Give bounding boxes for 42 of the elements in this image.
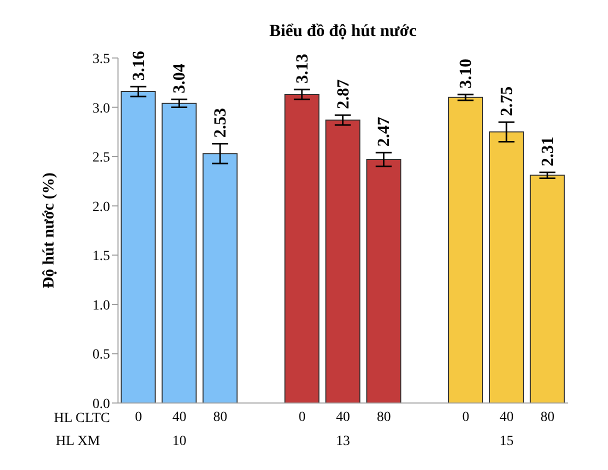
y-tick-label: 2.5 (92, 150, 110, 166)
x-tick-label: 40 (172, 410, 186, 425)
y-tick-label: 3.0 (92, 101, 110, 116)
x-tick-label: 80 (540, 410, 555, 425)
text: 13 (336, 434, 350, 449)
x-tick-label: 80 (213, 410, 228, 425)
bar (162, 102, 197, 403)
chart-title: Biểu đồ độ hút nước (269, 21, 418, 40)
y-tick-label: 0.0 (92, 396, 110, 412)
x-tick-label: 0 (462, 410, 470, 425)
x-tick-label: 80 (376, 410, 391, 425)
text: 15 (500, 434, 514, 449)
bar (488, 131, 524, 403)
data-label: 3.13 (292, 54, 312, 84)
y-tick-label: 1.0 (92, 298, 110, 314)
data-label: 3.10 (456, 58, 476, 88)
data-label: 2.75 (496, 86, 516, 116)
bar (448, 96, 484, 403)
y-axis-title: Độ hút nước (%) (40, 172, 58, 288)
text: HL XM (56, 434, 101, 449)
data-label: 2.53 (210, 108, 230, 138)
x-tick-label: 40 (500, 410, 514, 425)
data-label: 2.31 (538, 136, 557, 166)
y-tick-label: 3.5 (92, 52, 110, 67)
bar (284, 94, 320, 403)
bar (325, 120, 360, 403)
data-label: 2.87 (333, 78, 352, 110)
x-tick-label: 0 (298, 410, 306, 425)
x-tick-label: 0 (134, 410, 142, 425)
y-tick-label: 0.5 (92, 348, 110, 363)
bar (202, 153, 238, 403)
bar (366, 159, 402, 403)
x-tick-label: 40 (336, 410, 350, 425)
data-label: 3.04 (170, 63, 189, 94)
bar (120, 91, 156, 403)
y-tick-label: 2.0 (92, 200, 110, 215)
text: HL CLTC (54, 411, 110, 426)
y-tick-label: 1.5 (92, 249, 110, 264)
data-label: 2.47 (374, 116, 394, 147)
text: 10 (172, 434, 186, 449)
bar (530, 174, 565, 403)
data-label: 3.16 (128, 50, 148, 81)
